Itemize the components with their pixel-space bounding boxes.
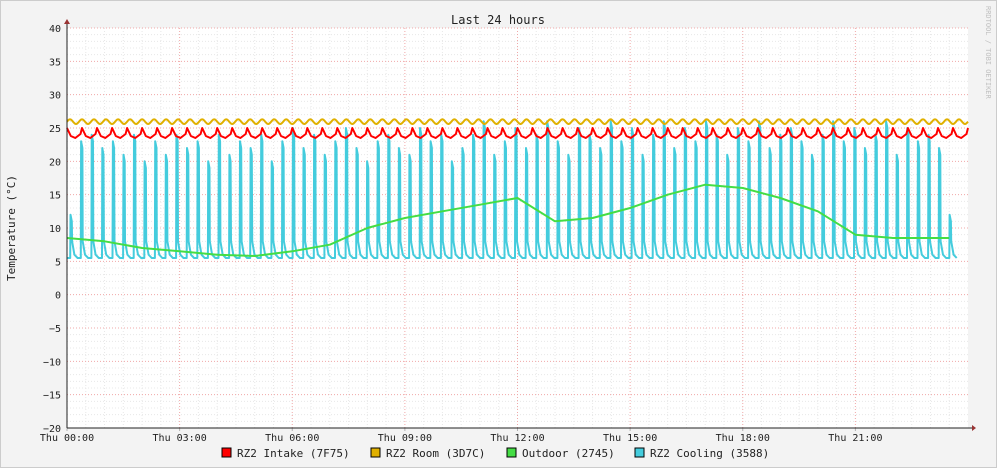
series-line: [66, 127, 969, 139]
legend-swatch: [506, 447, 517, 458]
x-tick-label: Thu 00:00: [40, 433, 94, 444]
y-tick-label: −5: [49, 324, 61, 335]
y-tick-labels: 40 35 30 25 20 15 10 5 0 −5 −10 −15 −20: [43, 24, 61, 435]
y-tick-label: 40: [49, 24, 61, 35]
x-tick-label: Thu 21:00: [828, 433, 882, 444]
x-tick-labels: Thu 00:00 Thu 03:00 Thu 06:00 Thu 09:00 Thu …: [40, 433, 883, 444]
y-tick-label: 25: [49, 124, 61, 135]
chart-title: Last 24 hours: [451, 13, 545, 27]
watermark: RRDTOOL / TOBI OETIKER: [984, 6, 992, 100]
series-line: [66, 118, 969, 125]
legend-label: Outdoor (2745): [522, 447, 615, 460]
x-tick-label: Thu 06:00: [265, 433, 319, 444]
legend-swatch: [221, 447, 232, 458]
x-tick-label: Thu 12:00: [490, 433, 544, 444]
legend-swatch: [634, 447, 645, 458]
legend-label: RZ2 Room (3D7C): [386, 447, 485, 460]
y-tick-label: −15: [43, 391, 61, 402]
legend-swatch: [370, 447, 381, 458]
y-tick-label: 30: [49, 91, 61, 102]
y-tick-label: 15: [49, 191, 61, 202]
y-tick-label: 35: [49, 57, 61, 68]
y-tick-label: 0: [55, 291, 61, 302]
series-line: [67, 120, 958, 259]
y-tick-label: 5: [55, 257, 61, 268]
legend-label: RZ2 Cooling (3588): [650, 447, 769, 460]
x-tick-label: Thu 18:00: [716, 433, 770, 444]
series-line: [66, 183, 950, 257]
x-tick-label: Thu 15:00: [603, 433, 657, 444]
x-tick-label: Thu 09:00: [378, 433, 432, 444]
axes: [64, 19, 976, 431]
y-tick-label: 10: [49, 224, 61, 235]
legend-label: RZ2 Intake (7F75): [237, 447, 350, 460]
y-tick-label: 20: [49, 157, 61, 168]
x-axis-arrow-icon: [972, 425, 976, 431]
y-tick-label: −10: [43, 357, 61, 368]
series-layer: [66, 118, 969, 259]
y-tick-label: −20: [43, 424, 61, 435]
y-axis-label: Temperature (°C): [5, 175, 18, 281]
legend: RZ2 Intake (7F75) RZ2 Room (3D7C) Outdoor …: [221, 447, 769, 460]
y-axis-arrow-icon: [64, 19, 70, 24]
x-tick-label: Thu 03:00: [153, 433, 207, 444]
